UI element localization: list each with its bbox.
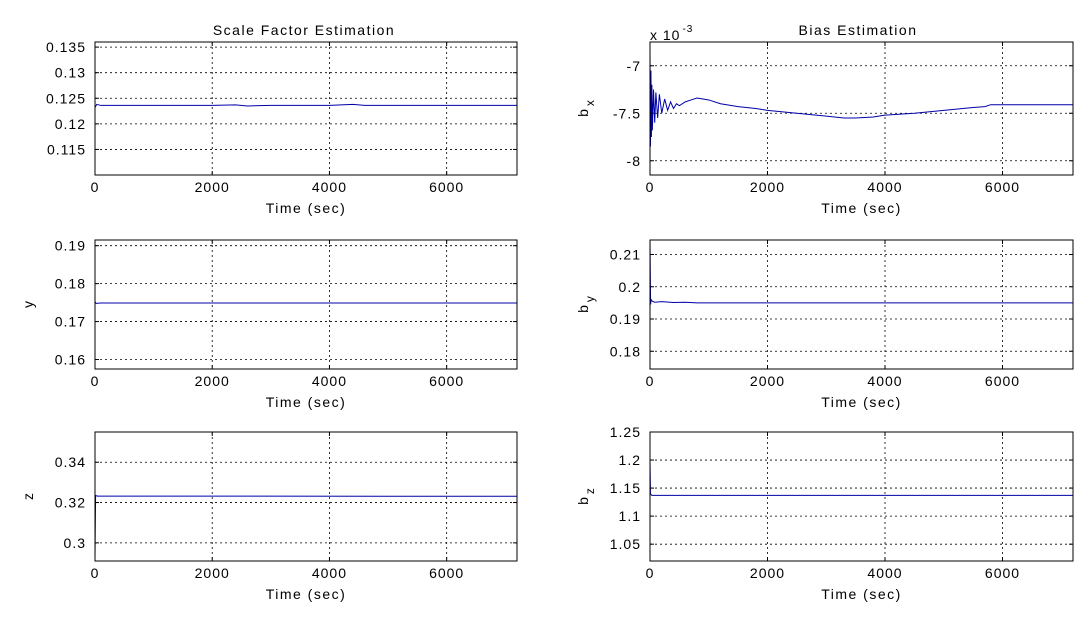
chart-5-x-tick-label: 2000 bbox=[750, 565, 785, 581]
chart-1-series-line bbox=[95, 301, 517, 304]
subplot-bias-z: 0 2000 4000 6000 1.05 1.1 1.15 1.2 1.25 Time (sec… bbox=[575, 424, 1074, 602]
chart-3-y-tick-label: -8 bbox=[627, 153, 641, 169]
chart-3-plot-area bbox=[650, 42, 1073, 175]
chart-2-x-axis-label: Time (sec) bbox=[266, 586, 347, 602]
chart-0-x-tick-label: 0 bbox=[91, 179, 100, 195]
chart-1-axes-frame bbox=[94, 239, 518, 370]
chart-5-x-tick-label: 0 bbox=[646, 565, 655, 581]
chart-4-axes-frame bbox=[649, 239, 1074, 370]
chart-3-x-tick-label: 0 bbox=[646, 179, 655, 195]
chart-5-axes-frame bbox=[649, 431, 1074, 562]
chart-3-x-tick-label: 2000 bbox=[750, 179, 785, 195]
chart-3-axes-frame bbox=[649, 41, 1074, 176]
chart-4-y-tick-label: 0.19 bbox=[610, 311, 641, 327]
chart-1-x-tick-label: 2000 bbox=[195, 373, 230, 389]
chart-3-axis-multiplier-base: x 10 bbox=[650, 27, 680, 43]
chart-2-y-tick-label: 0.34 bbox=[55, 454, 86, 470]
chart-3-y-axis-label: bx bbox=[575, 100, 597, 117]
chart-3-y-tick-label: -7 bbox=[627, 58, 641, 74]
chart-5-y-tick-label: 1.05 bbox=[610, 536, 641, 552]
chart-2-y-tick-label: 0.32 bbox=[55, 495, 86, 511]
chart-2-y-axis-label: z bbox=[20, 493, 36, 500]
chart-5-y-tick-label: 1.25 bbox=[610, 424, 641, 440]
chart-1-y-axis-label: y bbox=[20, 301, 36, 308]
subplot-scale-factor-z: 0 2000 4000 6000 0.3 0.32 0.34 Time (sec) z bbox=[20, 431, 518, 602]
chart-2-axes-frame bbox=[94, 431, 518, 562]
chart-4-y-axis-label-main: b bbox=[575, 305, 591, 313]
chart-1-y-tick-label: 0.18 bbox=[55, 276, 86, 292]
chart-1-x-tick-label: 6000 bbox=[429, 373, 464, 389]
subplot-bias-y: 0 2000 4000 6000 0.18 0.19 0.2 0.21 Time (sec) by bbox=[575, 239, 1074, 410]
chart-5-y-axis-label-subscript: z bbox=[583, 488, 597, 494]
chart-5-x-tick-label: 4000 bbox=[867, 565, 902, 581]
subplot-bias-x: 0 2000 4000 6000 -8 -7.5 -7 Time (sec) bx x 10 -3 bbox=[575, 24, 1074, 216]
chart-5-y-axis-label: bz bbox=[575, 488, 597, 505]
chart-4-y-tick-label: 0.18 bbox=[610, 343, 641, 359]
chart-0-plot-area bbox=[95, 42, 517, 175]
left-title: Scale Factor Estimation bbox=[213, 22, 395, 38]
chart-0-series-line bbox=[95, 103, 517, 108]
chart-5-x-tick-label: 6000 bbox=[985, 565, 1020, 581]
chart-2-y-tick-label: 0.3 bbox=[64, 535, 86, 551]
chart-0-y-tick-label: 0.115 bbox=[47, 141, 86, 157]
chart-0-y-tick-label: 0.125 bbox=[46, 90, 86, 106]
chart-2-x-tick-label: 0 bbox=[91, 565, 100, 581]
chart-4-x-tick-label: 0 bbox=[646, 373, 655, 389]
chart-3-x-tick-label: 6000 bbox=[985, 179, 1020, 195]
chart-1-plot-area bbox=[95, 240, 517, 369]
chart-2-x-tick-label: 6000 bbox=[429, 565, 464, 581]
chart-3-x-tick-label: 4000 bbox=[867, 179, 902, 195]
chart-4-y-axis-label-subscript: y bbox=[583, 296, 597, 302]
chart-5-x-axis-label: Time (sec) bbox=[821, 586, 902, 602]
subplot-scale-factor-x: 0 2000 4000 6000 0.115 0.12 0.125 0.13 0.135 Time… bbox=[46, 39, 518, 216]
chart-1-y-tick-label: 0.17 bbox=[55, 314, 86, 330]
chart-4-y-tick-label: 0.21 bbox=[610, 247, 641, 263]
chart-0-x-tick-label: 6000 bbox=[429, 179, 464, 195]
right-title: Bias Estimation bbox=[799, 22, 918, 38]
chart-0-y-tick-label: 0.13 bbox=[55, 65, 86, 81]
chart-3-y-axis-label-main: b bbox=[575, 109, 591, 117]
chart-4-y-tick-label: 0.2 bbox=[619, 279, 641, 295]
chart-3-y-axis-label-subscript: x bbox=[583, 100, 597, 106]
chart-4-x-tick-label: 2000 bbox=[750, 373, 785, 389]
chart-0-y-tick-label: 0.12 bbox=[55, 116, 86, 132]
chart-0-y-tick-label: 0.135 bbox=[46, 39, 86, 55]
chart-4-x-tick-label: 6000 bbox=[985, 373, 1020, 389]
chart-1-y-axis-label-main: y bbox=[20, 301, 36, 308]
chart-1-x-tick-label: 4000 bbox=[312, 373, 347, 389]
chart-3-series-line bbox=[650, 51, 1073, 147]
chart-5-y-tick-label: 1.15 bbox=[610, 480, 641, 496]
chart-2-y-axis-label-main: z bbox=[20, 493, 36, 500]
chart-0-axes-frame bbox=[94, 41, 518, 176]
chart-4-series-line bbox=[650, 240, 1073, 305]
chart-4-x-axis-label: Time (sec) bbox=[821, 394, 902, 410]
chart-5-y-tick-label: 1.1 bbox=[619, 508, 641, 524]
chart-1-y-tick-label: 0.19 bbox=[55, 238, 86, 254]
chart-2-x-tick-label: 4000 bbox=[312, 565, 347, 581]
chart-3-axis-multiplier: x 10 -3 bbox=[650, 24, 693, 43]
chart-3-y-tick-label: -7.5 bbox=[613, 105, 641, 121]
chart-0-x-axis-label: Time (sec) bbox=[266, 200, 347, 216]
subplot-scale-factor-y: 0 2000 4000 6000 0.16 0.17 0.18 0.19 Time (sec) y bbox=[20, 238, 518, 410]
chart-1-x-tick-label: 0 bbox=[91, 373, 100, 389]
chart-2-x-tick-label: 2000 bbox=[195, 565, 230, 581]
chart-0-x-tick-label: 2000 bbox=[195, 179, 230, 195]
chart-5-y-axis-label-main: b bbox=[575, 497, 591, 505]
chart-5-y-tick-label: 1.2 bbox=[619, 452, 641, 468]
chart-4-x-tick-label: 4000 bbox=[867, 373, 902, 389]
chart-3-axis-multiplier-exponent: -3 bbox=[682, 24, 693, 35]
chart-4-y-axis-label: by bbox=[575, 296, 597, 313]
chart-5-plot-area bbox=[650, 432, 1073, 561]
chart-3-x-axis-label: Time (sec) bbox=[821, 200, 902, 216]
chart-1-x-axis-label: Time (sec) bbox=[266, 394, 347, 410]
chart-1-y-tick-label: 0.16 bbox=[55, 352, 86, 368]
chart-4-plot-area bbox=[650, 240, 1073, 369]
chart-0-x-tick-label: 4000 bbox=[312, 179, 347, 195]
